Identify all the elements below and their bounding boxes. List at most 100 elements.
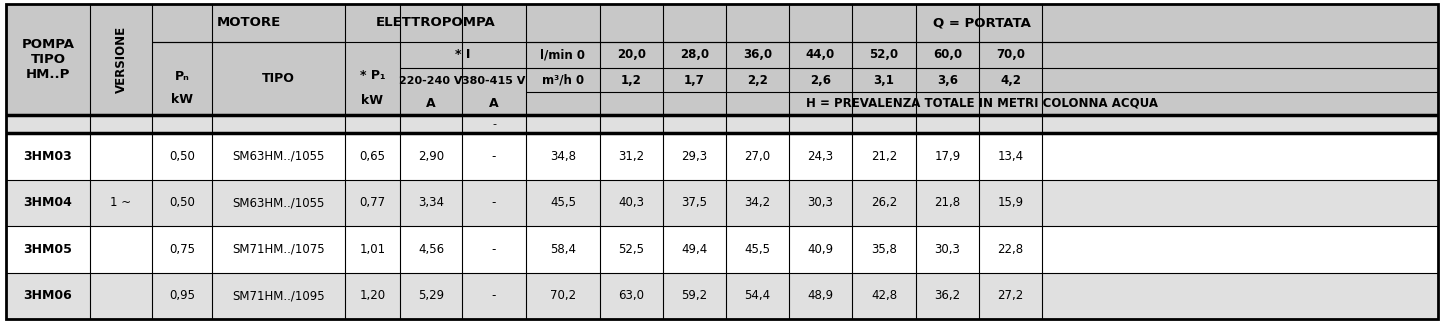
Text: H = PREVALENZA TOTALE IN METRI COLONNA ACQUA: H = PREVALENZA TOTALE IN METRI COLONNA A… <box>806 97 1157 110</box>
Text: 1,2: 1,2 <box>621 74 642 86</box>
Bar <box>462 68 526 115</box>
Bar <box>6 4 1438 115</box>
Bar <box>345 4 526 42</box>
Text: 37,5: 37,5 <box>682 196 708 209</box>
Text: MOTORE: MOTORE <box>217 16 280 30</box>
Text: kW: kW <box>361 94 383 107</box>
Bar <box>6 133 1438 179</box>
Text: 4,56: 4,56 <box>418 243 444 256</box>
Text: 5,29: 5,29 <box>418 289 444 302</box>
Text: 3,34: 3,34 <box>418 196 444 209</box>
Text: 30,3: 30,3 <box>935 243 961 256</box>
Text: A: A <box>490 97 499 110</box>
Text: VERSIONE: VERSIONE <box>114 26 127 93</box>
Bar <box>6 4 90 115</box>
Bar <box>152 42 212 115</box>
Text: 3,6: 3,6 <box>936 74 958 86</box>
Text: TIPO: TIPO <box>262 72 295 85</box>
Text: 40,3: 40,3 <box>618 196 644 209</box>
Text: l/min 0: l/min 0 <box>540 48 585 62</box>
Text: * P₁: * P₁ <box>360 69 386 82</box>
Text: 26,2: 26,2 <box>871 196 897 209</box>
Text: 2,6: 2,6 <box>811 74 831 86</box>
Text: 54,4: 54,4 <box>744 289 770 302</box>
Text: ELETTROPOMPA: ELETTROPOMPA <box>376 16 496 30</box>
Text: SM71HM../1075: SM71HM../1075 <box>233 243 325 256</box>
Text: SM71HM../1095: SM71HM../1095 <box>233 289 325 302</box>
Text: 31,2: 31,2 <box>618 150 644 163</box>
Text: 0,50: 0,50 <box>169 196 195 209</box>
Text: 22,8: 22,8 <box>997 243 1023 256</box>
Text: 2,90: 2,90 <box>418 150 444 163</box>
Text: 1,20: 1,20 <box>360 289 386 302</box>
Text: 48,9: 48,9 <box>808 289 834 302</box>
Text: 40,9: 40,9 <box>808 243 834 256</box>
Text: 36,2: 36,2 <box>935 289 961 302</box>
Text: 30,3: 30,3 <box>808 196 834 209</box>
Text: kW: kW <box>171 93 194 106</box>
Text: 4,2: 4,2 <box>1000 74 1022 86</box>
Bar <box>526 68 1438 92</box>
Bar <box>526 42 1438 68</box>
Text: 21,2: 21,2 <box>871 150 897 163</box>
Text: -: - <box>491 243 496 256</box>
Bar <box>6 115 1438 133</box>
Text: 35,8: 35,8 <box>871 243 897 256</box>
Text: 52,0: 52,0 <box>870 48 899 62</box>
Text: 0,65: 0,65 <box>360 150 386 163</box>
Text: 13,4: 13,4 <box>997 150 1023 163</box>
Text: 27,0: 27,0 <box>744 150 770 163</box>
Text: 45,5: 45,5 <box>551 196 577 209</box>
Text: SM63HM../1055: SM63HM../1055 <box>233 150 325 163</box>
Bar <box>6 179 1438 226</box>
Text: 1,01: 1,01 <box>360 243 386 256</box>
Text: 29,3: 29,3 <box>682 150 708 163</box>
Text: 34,2: 34,2 <box>744 196 770 209</box>
Text: 24,3: 24,3 <box>808 150 834 163</box>
Bar <box>400 68 462 115</box>
Text: 27,2: 27,2 <box>997 289 1023 302</box>
Text: Q = PORTATA: Q = PORTATA <box>933 16 1030 30</box>
Text: 3,1: 3,1 <box>874 74 894 86</box>
Text: 1 ~: 1 ~ <box>110 196 131 209</box>
Text: 0,77: 0,77 <box>360 196 386 209</box>
Text: 15,9: 15,9 <box>997 196 1023 209</box>
Text: 59,2: 59,2 <box>682 289 708 302</box>
Text: 0,75: 0,75 <box>169 243 195 256</box>
Bar <box>212 42 345 115</box>
Bar <box>6 273 1438 319</box>
Text: m³/h 0: m³/h 0 <box>542 74 584 86</box>
Bar <box>526 92 1438 115</box>
Text: -: - <box>491 289 496 302</box>
Text: -: - <box>491 196 496 209</box>
Text: 52,5: 52,5 <box>618 243 644 256</box>
Bar <box>526 4 1438 42</box>
Text: 20,0: 20,0 <box>617 48 646 62</box>
Text: 34,8: 34,8 <box>551 150 577 163</box>
Text: 2,2: 2,2 <box>747 74 767 86</box>
Text: -: - <box>491 119 496 129</box>
Text: 0,95: 0,95 <box>169 289 195 302</box>
Text: 63,0: 63,0 <box>618 289 644 302</box>
Text: -: - <box>491 150 496 163</box>
Text: SM63HM../1055: SM63HM../1055 <box>233 196 325 209</box>
Text: * I: * I <box>455 48 471 62</box>
Text: 45,5: 45,5 <box>744 243 770 256</box>
Text: 44,0: 44,0 <box>806 48 835 62</box>
Text: 0,50: 0,50 <box>169 150 195 163</box>
Bar <box>345 42 400 115</box>
Text: 3HM06: 3HM06 <box>23 289 72 302</box>
Text: 3HM04: 3HM04 <box>23 196 72 209</box>
Text: 49,4: 49,4 <box>682 243 708 256</box>
Bar <box>152 4 345 42</box>
Text: 36,0: 36,0 <box>743 48 772 62</box>
Text: 60,0: 60,0 <box>933 48 962 62</box>
Text: POMPA
TIPO
HM..P: POMPA TIPO HM..P <box>22 38 75 81</box>
Text: 380-415 V: 380-415 V <box>462 76 526 86</box>
Text: 28,0: 28,0 <box>681 48 709 62</box>
Text: Pₙ: Pₙ <box>175 70 189 83</box>
Bar <box>400 42 526 68</box>
Text: 70,2: 70,2 <box>551 289 577 302</box>
Text: 1,7: 1,7 <box>683 74 705 86</box>
Text: 3HM05: 3HM05 <box>23 243 72 256</box>
